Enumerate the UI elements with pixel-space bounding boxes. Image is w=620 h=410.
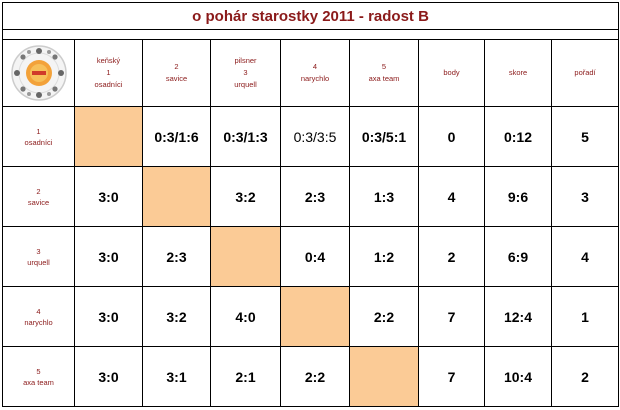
skore-cell: 10:4 bbox=[484, 346, 552, 407]
row-header-num: 5 bbox=[36, 366, 41, 376]
row-header-1: 1 osadníci bbox=[2, 106, 75, 167]
result-cell: 3:0 bbox=[74, 346, 143, 407]
poradi-cell: 3 bbox=[550, 166, 620, 227]
poradi-cell: 2 bbox=[550, 346, 620, 407]
spacer-row bbox=[1, 29, 620, 40]
result-cell: 0:4 bbox=[280, 226, 350, 287]
diagonal-cell bbox=[74, 106, 143, 167]
col-header-name: narychlo bbox=[300, 74, 330, 83]
col-header-top: keňský bbox=[96, 56, 121, 65]
result-cell: 4:0 bbox=[210, 286, 281, 347]
col-header-num: 4 bbox=[312, 62, 318, 71]
result-cell: 2:3 bbox=[280, 166, 350, 227]
body-cell: 7 bbox=[418, 346, 485, 407]
diagonal-cell bbox=[142, 166, 211, 227]
result-cell: 3:1 bbox=[142, 346, 211, 407]
logo-cell bbox=[2, 39, 75, 107]
poradi-cell: 5 bbox=[550, 106, 620, 167]
row-header-name: osadníci bbox=[24, 137, 53, 147]
row-header-name: axa team bbox=[23, 377, 54, 387]
tournament-logo-icon bbox=[10, 45, 67, 101]
result-cell: 2:3 bbox=[142, 226, 211, 287]
col-header-num: 5 bbox=[381, 62, 387, 71]
body-cell: 2 bbox=[418, 226, 485, 287]
row-header-name: savice bbox=[27, 197, 50, 207]
table-row: 1 osadníci 0:3/1:6 0:3/1:3 0:3/3:5 0:3/5… bbox=[2, 106, 620, 167]
diagonal-cell bbox=[349, 346, 419, 407]
body-cell: 4 bbox=[418, 166, 485, 227]
result-cell: 3:2 bbox=[142, 286, 211, 347]
row-header-num: 1 bbox=[36, 126, 41, 136]
col-header-name: urquell bbox=[234, 80, 257, 89]
result-cell: 3:0 bbox=[74, 286, 143, 347]
row-header-5: 5 axa team bbox=[2, 346, 75, 407]
row-header-num: 2 bbox=[36, 186, 41, 196]
poradi-cell: 1 bbox=[550, 286, 620, 347]
body-cell: 7 bbox=[418, 286, 485, 347]
result-cell: 2:1 bbox=[210, 346, 281, 407]
result-cell: 1:3 bbox=[349, 166, 419, 227]
row-header-name: narychlo bbox=[24, 317, 53, 327]
result-cell: 3:2 bbox=[210, 166, 281, 227]
table-row: 3 urquell 3:0 2:3 0:4 1:2 2 6:9 4 bbox=[2, 226, 620, 287]
col-header-num: 2 bbox=[174, 62, 179, 71]
col-header-5: 5 axa team bbox=[349, 39, 419, 107]
col-header-name: osadníci bbox=[94, 80, 123, 89]
diagonal-cell bbox=[280, 286, 350, 347]
skore-cell: 9:6 bbox=[484, 166, 552, 227]
col-header-num: 3 bbox=[243, 68, 248, 77]
row-header-3: 3 urquell bbox=[2, 226, 75, 287]
col-header-4: 4 narychlo bbox=[280, 39, 350, 107]
result-cell: 3:0 bbox=[74, 166, 143, 227]
result-cell: 2:2 bbox=[349, 286, 419, 347]
header-row: keňský 1 osadníci 2 savice pilsner 3 urq… bbox=[2, 39, 620, 107]
result-cell: 0:3/1:3 bbox=[210, 106, 281, 167]
skore-cell: 6:9 bbox=[484, 226, 552, 287]
row-header-num: 3 bbox=[36, 246, 41, 256]
table-row: 4 narychlo 3:0 3:2 4:0 2:2 7 12:4 1 bbox=[2, 286, 620, 347]
result-cell: 1:2 bbox=[349, 226, 419, 287]
col-header-skore: skore bbox=[484, 39, 552, 107]
table-row: 5 axa team 3:0 3:1 2:1 2:2 7 10:4 2 bbox=[2, 346, 620, 407]
skore-cell: 0:12 bbox=[484, 106, 552, 167]
poradi-cell: 4 bbox=[550, 226, 620, 287]
col-header-1: keňský 1 osadníci bbox=[74, 39, 143, 107]
skore-cell: 12:4 bbox=[484, 286, 552, 347]
result-cell: 0:3/5:1 bbox=[349, 106, 419, 167]
result-cell: 3:0 bbox=[74, 226, 143, 287]
body-cell: 0 bbox=[418, 106, 485, 167]
col-header-2: 2 savice bbox=[142, 39, 211, 107]
col-header-body: body bbox=[418, 39, 485, 107]
col-header-poradi: pořadí bbox=[550, 39, 620, 107]
col-header-3: pilsner 3 urquell bbox=[210, 39, 281, 107]
result-cell: 2:2 bbox=[280, 346, 350, 407]
col-header-name: axa team bbox=[368, 74, 400, 83]
col-header-top: pilsner bbox=[234, 56, 257, 65]
table-row: 2 savice 3:0 3:2 2:3 1:3 4 9:6 3 bbox=[2, 166, 620, 227]
row-header-2: 2 savice bbox=[2, 166, 75, 227]
page-title: o pohár starostky 2011 - radost B bbox=[1, 2, 620, 30]
result-cell: 0:3/3:5 bbox=[280, 106, 350, 167]
col-header-num: 1 bbox=[106, 68, 111, 77]
result-cell: 0:3/1:6 bbox=[142, 106, 211, 167]
row-header-num: 4 bbox=[36, 306, 41, 316]
row-header-4: 4 narychlo bbox=[2, 286, 75, 347]
col-header-name: savice bbox=[165, 74, 188, 83]
diagonal-cell bbox=[210, 226, 281, 287]
row-header-name: urquell bbox=[27, 257, 50, 267]
